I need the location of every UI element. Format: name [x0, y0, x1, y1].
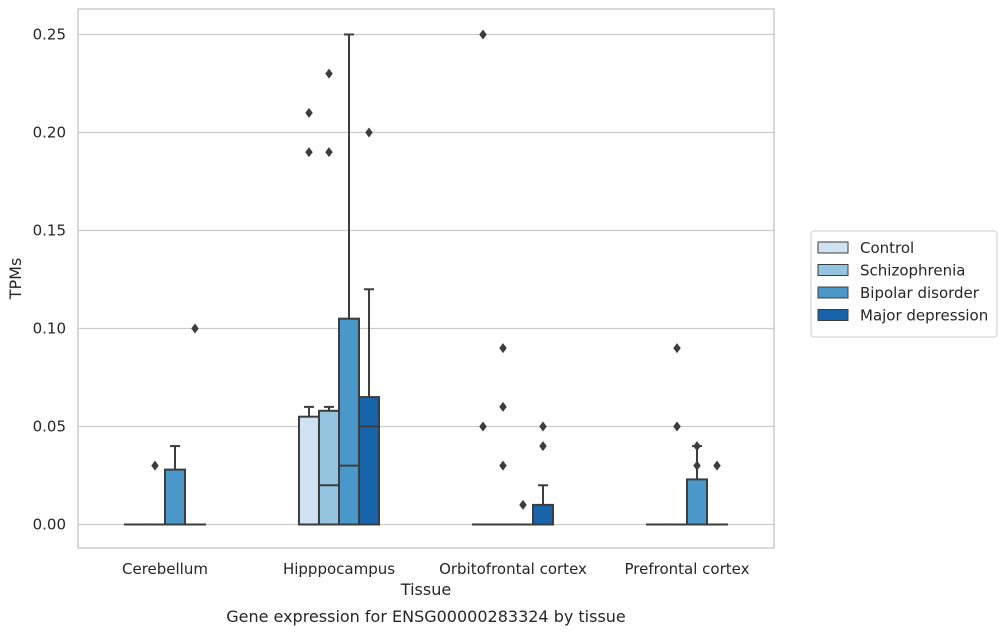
- plot-frame: [77, 8, 775, 549]
- y-axis-label: TPMs: [6, 258, 25, 301]
- box-group: [706, 460, 729, 526]
- legend-swatch: [817, 264, 849, 276]
- x-tick-label: Prefrontal cortex: [625, 560, 750, 578]
- box: [686, 478, 709, 526]
- legend-swatch: [817, 286, 849, 299]
- outlier-point: [325, 147, 333, 158]
- box: [358, 396, 381, 526]
- box: [297, 415, 320, 526]
- box: [338, 317, 361, 526]
- box-group: [184, 323, 207, 526]
- outlier-point: [325, 68, 333, 79]
- outlier-point: [191, 323, 199, 334]
- box-group: [164, 445, 187, 526]
- y-tick-labels: 0.00 0.05 0.10 0.15 0.20 0.25: [33, 25, 66, 533]
- box-group: [665, 343, 688, 526]
- box: [532, 503, 555, 526]
- box-group: [338, 33, 361, 526]
- box-group: [317, 68, 340, 526]
- box-group: [297, 107, 320, 526]
- outlier-point: [713, 460, 721, 471]
- outlier-point: [479, 421, 487, 432]
- y-tick-label: 0.10: [33, 319, 66, 337]
- outlier-point: [499, 401, 507, 412]
- outlier-point: [499, 460, 507, 471]
- y-tick-label: 0.20: [33, 123, 66, 141]
- x-tick-label: Hipppocampus: [283, 560, 395, 578]
- box-group: [686, 441, 709, 526]
- outlier-point: [673, 421, 681, 432]
- legend-label: Major depression: [860, 307, 988, 325]
- box-group: [471, 29, 494, 526]
- y-tick-label: 0.15: [33, 221, 66, 239]
- box-layer: [123, 29, 729, 526]
- legend-swatch: [817, 241, 849, 254]
- box-group: [143, 460, 167, 526]
- box-group: [532, 421, 555, 526]
- box-group: [358, 127, 381, 526]
- outlier-point: [693, 441, 701, 452]
- grid-layer: [78, 33, 774, 526]
- y-tick-label: 0.00: [33, 515, 66, 533]
- outlier-point: [365, 127, 373, 138]
- box: [317, 409, 340, 526]
- outlier-point: [479, 29, 487, 40]
- box: [164, 468, 187, 526]
- outlier-point: [305, 147, 313, 158]
- outlier-point: [151, 460, 159, 471]
- outlier-point: [305, 107, 313, 118]
- outlier-point: [539, 421, 547, 432]
- chart-caption: Gene expression for ENSG00000283324 by t…: [226, 607, 626, 626]
- legend-frame: [810, 230, 998, 338]
- legend: Control Schizophrenia Bipolar disorder Majo…: [810, 230, 998, 338]
- legend-swatch: [817, 309, 849, 321]
- x-axis-label: Tissue: [400, 580, 451, 599]
- outlier-point: [539, 441, 547, 452]
- outlier-point: [519, 499, 527, 510]
- box-group: [512, 499, 535, 526]
- legend-label: Control: [860, 239, 914, 257]
- x-tick-label: Orbitofrontal cortex: [439, 560, 587, 578]
- y-tick-label: 0.25: [33, 25, 66, 43]
- y-tick-label: 0.05: [33, 417, 66, 435]
- outlier-point: [673, 343, 681, 354]
- outlier-point: [693, 460, 701, 471]
- x-tick-label: Cerebellum: [122, 560, 208, 578]
- outlier-point: [499, 343, 507, 354]
- legend-label: Schizophrenia: [860, 262, 965, 280]
- x-tick-labels: Cerebellum Hipppocampus Orbitofrontal cort…: [122, 560, 750, 578]
- legend-label: Bipolar disorder: [860, 284, 980, 302]
- box-group: [491, 343, 514, 526]
